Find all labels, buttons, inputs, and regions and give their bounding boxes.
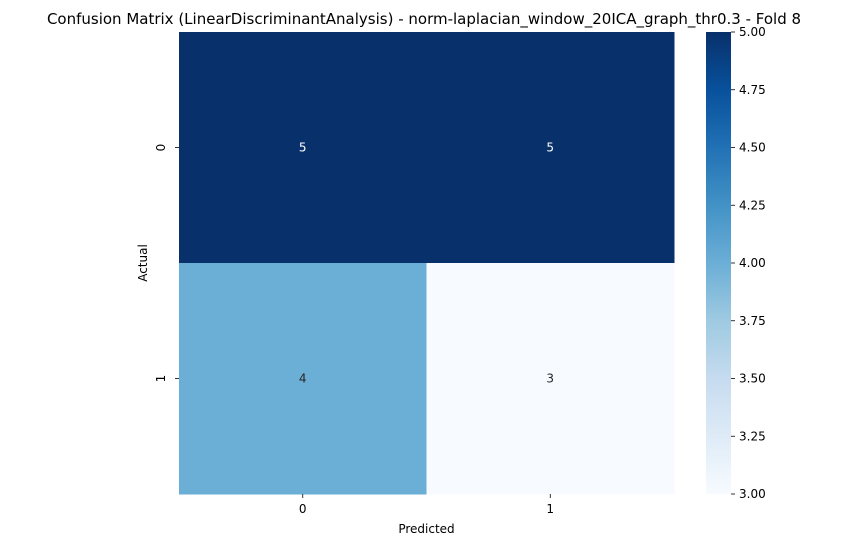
cell-value-0-0: 5 — [299, 141, 307, 155]
colorbar-ticks: 3.00 3.25 3.50 3.75 4.00 4.25 4.50 4.75 5.00 — [731, 25, 766, 501]
heatmap-cell-1-0 — [179, 263, 427, 495]
colorbar-tick-label-6: 4.50 — [739, 141, 766, 155]
colorbar — [706, 32, 731, 494]
y-axis-ticks: 01 — [154, 144, 179, 383]
heatmap-cell-1-1 — [426, 263, 675, 495]
y-tick-label-1: 1 — [154, 375, 168, 383]
heatmap-cell-0-0 — [179, 32, 427, 264]
cell-value-0-1: 5 — [546, 141, 554, 155]
colorbar-tick-label-2: 3.50 — [739, 372, 766, 386]
chart-title: Confusion Matrix (LinearDiscriminantAnal… — [47, 10, 801, 29]
colorbar-tick-label-7: 4.75 — [739, 83, 766, 97]
colorbar-tick-label-8: 5.00 — [739, 25, 766, 39]
x-tick-label-0: 0 — [299, 502, 307, 516]
colorbar-tick-label-1: 3.25 — [739, 429, 766, 443]
y-axis-label: Actual — [136, 244, 150, 282]
colorbar-tick-label-5: 4.25 — [739, 198, 766, 212]
cell-value-1-0: 4 — [299, 372, 307, 386]
heatmap-cells — [179, 32, 675, 495]
colorbar-tick-label-0: 3.00 — [739, 487, 766, 501]
y-tick-label-0: 0 — [154, 144, 168, 152]
x-tick-label-1: 1 — [546, 502, 554, 516]
colorbar-tick-label-3: 3.75 — [739, 314, 766, 328]
x-axis-label: Predicted — [398, 522, 454, 536]
heatmap-cell-0-1 — [426, 32, 675, 264]
colorbar-tick-label-4: 4.00 — [739, 256, 766, 270]
cell-value-1-1: 3 — [546, 372, 554, 386]
heatmap-annotations: 5 5 4 3 — [299, 141, 554, 386]
